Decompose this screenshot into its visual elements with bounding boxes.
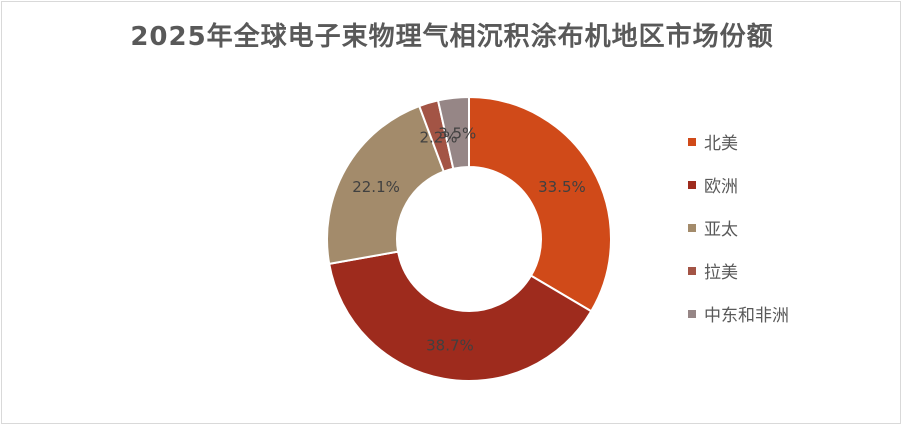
chart-title: 2025年全球电子束物理气相沉积涂布机地区市场份额 bbox=[130, 22, 774, 52]
slice-5 bbox=[436, 95, 470, 170]
legend-label: 北美 bbox=[704, 134, 738, 154]
legend-swatch bbox=[688, 310, 696, 318]
data-label-3: 22.1% bbox=[352, 178, 400, 196]
legend-item-5: 中东和非洲 bbox=[688, 303, 789, 346]
slice-1 bbox=[468, 95, 612, 313]
legend: 北美欧洲亚太拉美中东和非洲 bbox=[688, 131, 789, 346]
legend-label: 拉美 bbox=[704, 263, 738, 283]
legend-label: 亚太 bbox=[704, 220, 738, 240]
legend-swatch bbox=[688, 138, 696, 146]
legend-swatch bbox=[688, 181, 696, 189]
slice-2 bbox=[328, 250, 593, 382]
legend-item-3: 亚太 bbox=[688, 217, 789, 260]
data-label-4: 2.2% bbox=[419, 128, 457, 146]
data-label-5: 3.5% bbox=[438, 125, 476, 143]
data-label-2: 38.7% bbox=[426, 336, 474, 354]
data-label-1: 33.5% bbox=[538, 178, 586, 196]
legend-label: 欧洲 bbox=[704, 177, 738, 197]
legend-label: 中东和非洲 bbox=[704, 306, 789, 326]
legend-item-2: 欧洲 bbox=[688, 174, 789, 217]
slice-3 bbox=[326, 104, 446, 266]
legend-swatch bbox=[688, 267, 696, 275]
legend-swatch bbox=[688, 224, 696, 232]
legend-item-1: 北美 bbox=[688, 131, 789, 174]
legend-item-4: 拉美 bbox=[688, 260, 789, 303]
